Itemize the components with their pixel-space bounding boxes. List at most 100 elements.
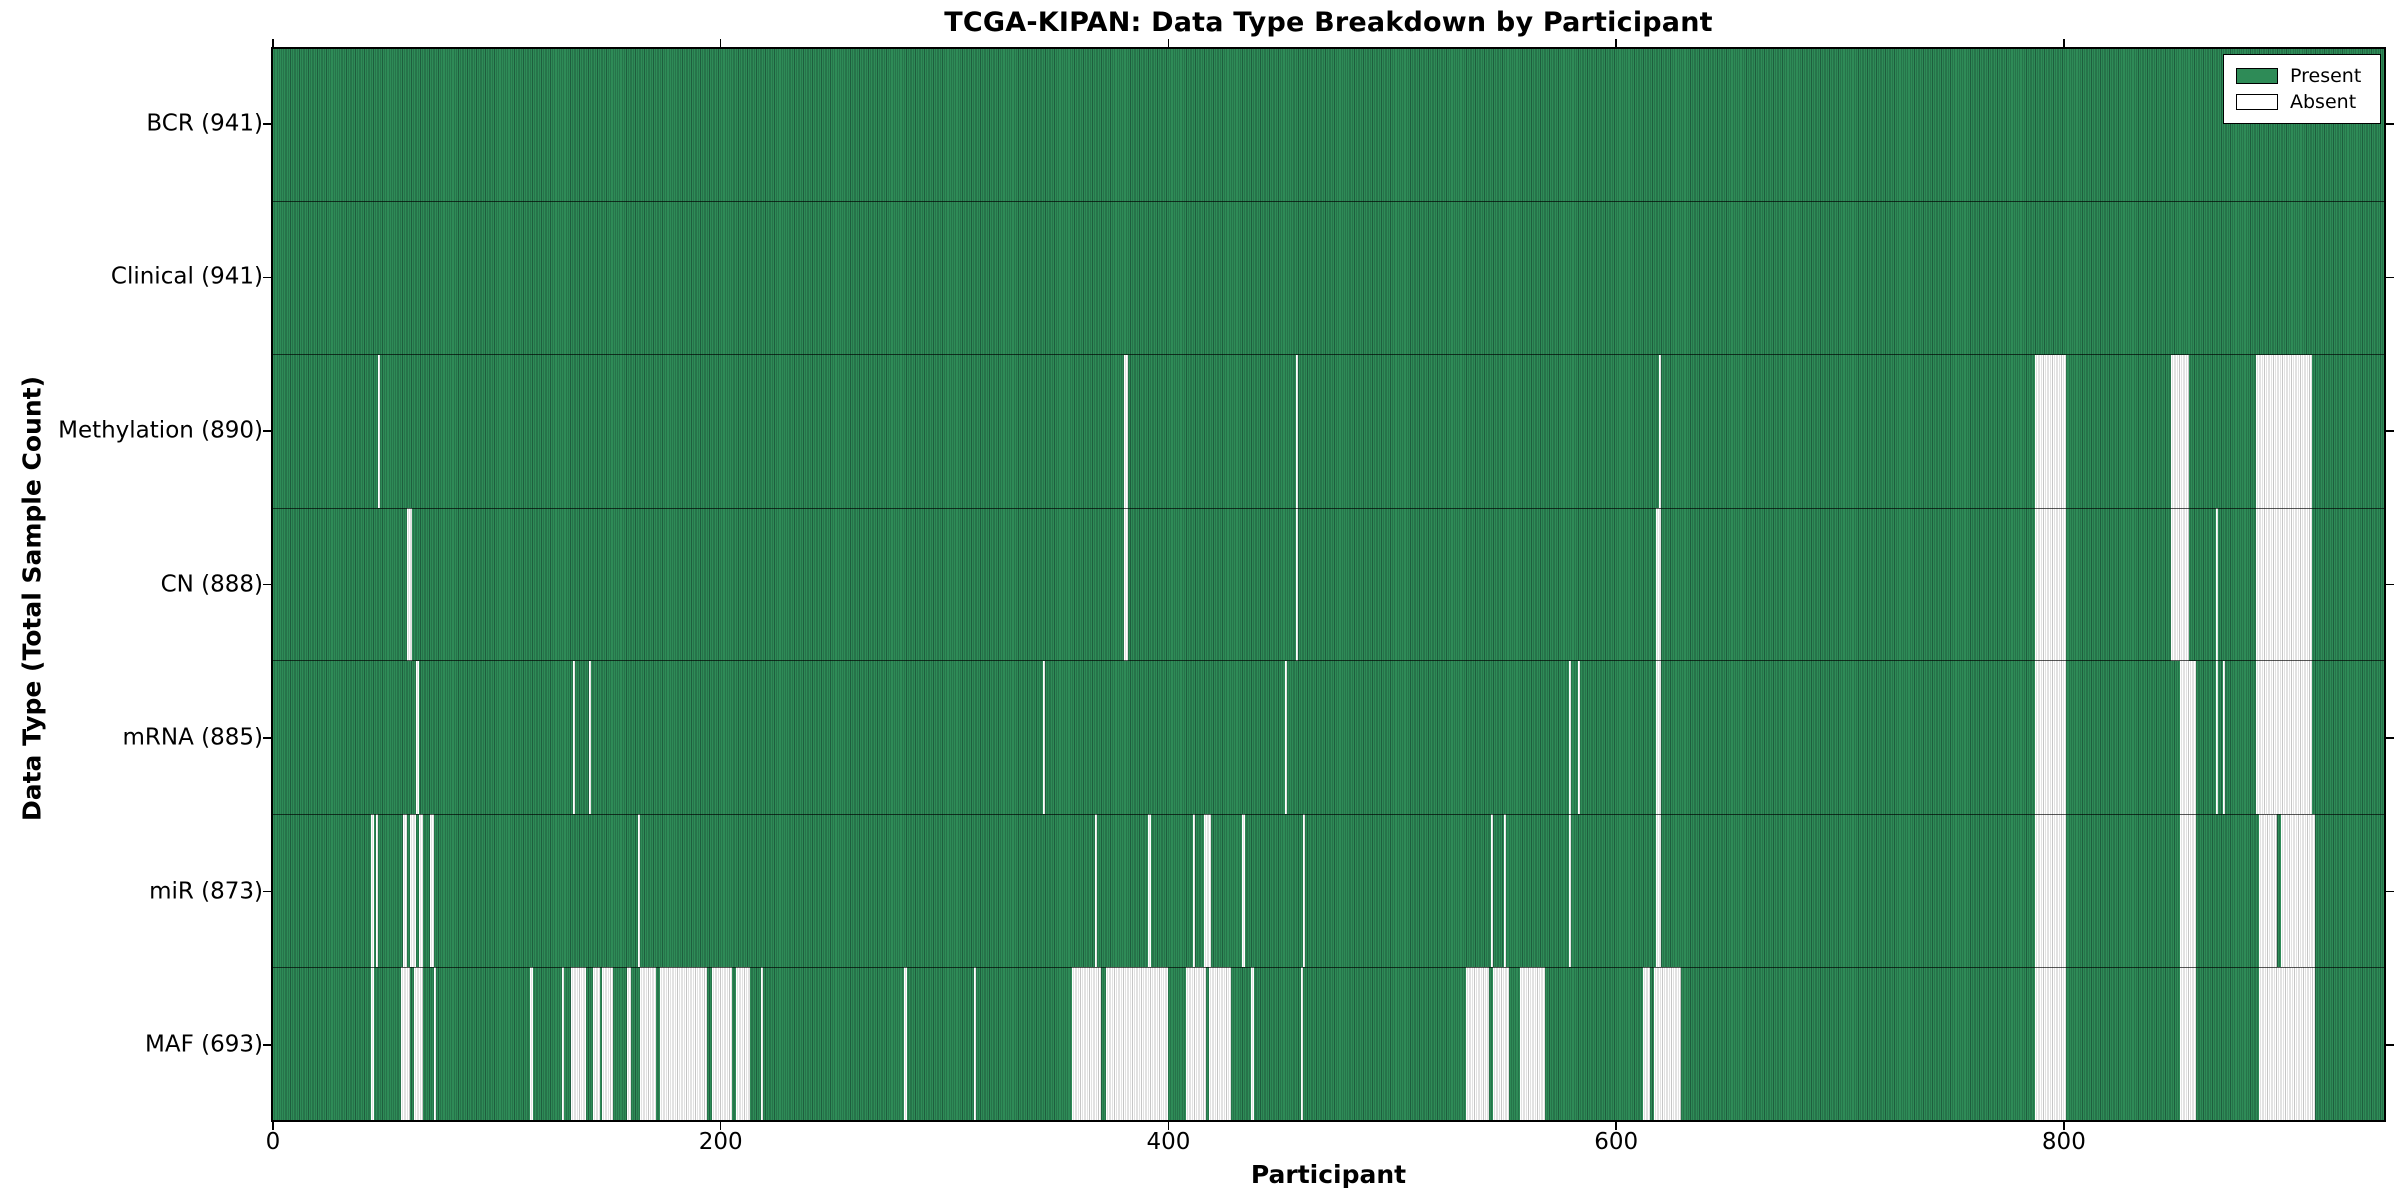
absent-interval: [2258, 967, 2315, 1120]
absent-interval: [637, 814, 641, 967]
y-tick-label: MAF (693): [145, 1031, 263, 1058]
absent-interval: [1504, 814, 1507, 967]
absent-interval: [409, 814, 417, 967]
x-tick: [272, 1122, 274, 1130]
x-tick: [1615, 1122, 1617, 1130]
absent-interval: [1123, 355, 1129, 508]
legend-item-absent: Absent: [2236, 89, 2370, 115]
absent-interval: [530, 967, 533, 1120]
absent-interval: [2180, 814, 2196, 967]
absent-interval: [2171, 355, 2190, 508]
absent-interval: [2171, 508, 2190, 661]
chart-title: TCGA-KIPAN: Data Type Breakdown by Parti…: [944, 7, 1713, 38]
row-boundary-line: [273, 966, 2384, 968]
absent-interval: [593, 967, 600, 1120]
x-tick-label: 200: [698, 1129, 743, 1155]
absent-interval: [1656, 661, 1661, 814]
absent-interval: [378, 355, 381, 508]
absent-interval: [416, 661, 419, 814]
y-tick-label: Clinical (941): [110, 263, 263, 290]
x-tick: [1167, 39, 1170, 47]
absent-interval: [761, 967, 764, 1120]
absent-interval: [2256, 661, 2313, 814]
x-tick-label: 600: [1594, 1129, 1639, 1155]
absent-interval: [407, 508, 412, 661]
absent-interval: [973, 967, 976, 1120]
absent-interval: [602, 967, 614, 1120]
legend: Present Absent: [2223, 54, 2381, 124]
absent-interval: [904, 967, 907, 1120]
absent-interval: [2034, 661, 2067, 814]
x-tick-label: 0: [265, 1129, 281, 1155]
y-tick-label: miR (873): [149, 878, 263, 905]
absent-interval: [1186, 967, 1207, 1120]
x-tick: [272, 39, 274, 47]
absent-interval: [1300, 967, 1303, 1120]
absent-interval: [2180, 661, 2196, 814]
row-boundary-line: [273, 813, 2384, 815]
absent-interval: [2034, 967, 2067, 1120]
absent-interval: [1658, 355, 1661, 508]
y-tick: [263, 890, 271, 893]
row-boundary-line: [273, 354, 2384, 356]
absent-interval: [1493, 967, 1509, 1120]
y-tick: [263, 123, 271, 125]
absent-interval: [626, 967, 632, 1120]
y-tick-label: Methylation (890): [58, 417, 263, 444]
absent-interval: [2256, 355, 2313, 508]
absent-interval: [1578, 661, 1581, 814]
absent-interval: [2034, 814, 2067, 967]
absent-interval: [2258, 814, 2277, 967]
absent-interval: [371, 814, 374, 967]
y-tick-label: CN (888): [160, 571, 263, 597]
y-tick: [2386, 737, 2394, 739]
x-tick: [1167, 1122, 1170, 1130]
absent-interval: [1466, 967, 1489, 1120]
y-tick: [2386, 123, 2394, 125]
absent-interval: [1569, 661, 1572, 814]
legend-label-absent: Absent: [2290, 91, 2357, 113]
absent-interval: [660, 967, 708, 1120]
row-boundary-line: [273, 660, 2384, 662]
y-tick: [2386, 276, 2394, 279]
absent-interval: [434, 967, 437, 1120]
y-tick: [2386, 1044, 2394, 1046]
legend-item-present: Present: [2236, 63, 2370, 89]
absent-interval: [1251, 967, 1254, 1120]
absent-interval: [1242, 814, 1245, 967]
absent-interval: [1094, 814, 1097, 967]
absent-interval: [711, 967, 732, 1120]
absent-interval: [400, 967, 410, 1120]
legend-label-present: Present: [2290, 65, 2362, 87]
y-axis-label: Data Type (Total Sample Count): [17, 375, 47, 822]
absent-interval: [1656, 508, 1661, 661]
x-tick-label: 400: [1146, 1129, 1191, 1155]
y-tick-label: mRNA (885): [122, 724, 263, 751]
x-tick: [719, 1122, 722, 1130]
absent-interval: [1208, 967, 1232, 1120]
absent-interval: [572, 661, 576, 814]
absent-interval: [1490, 814, 1494, 967]
absent-interval: [414, 967, 423, 1120]
legend-swatch-present-icon: [2236, 68, 2278, 84]
x-tick: [2063, 1122, 2065, 1130]
absent-interval: [1193, 814, 1196, 967]
absent-interval: [429, 814, 435, 967]
absent-interval: [2216, 508, 2219, 661]
absent-interval: [2216, 661, 2219, 814]
legend-swatch-absent-icon: [2236, 94, 2278, 110]
absent-interval: [1656, 814, 1661, 967]
absent-interval: [1204, 814, 1211, 967]
y-tick: [263, 1044, 271, 1046]
absent-interval: [2222, 661, 2226, 814]
row-boundary-line: [273, 507, 2384, 509]
absent-interval: [1654, 967, 1682, 1120]
absent-interval: [1643, 967, 1650, 1120]
absent-interval: [2034, 355, 2067, 508]
x-tick-label: 800: [2041, 1129, 2086, 1155]
absent-interval: [1123, 508, 1129, 661]
absent-interval: [371, 967, 374, 1120]
y-tick: [263, 430, 271, 432]
y-tick: [2386, 583, 2394, 586]
